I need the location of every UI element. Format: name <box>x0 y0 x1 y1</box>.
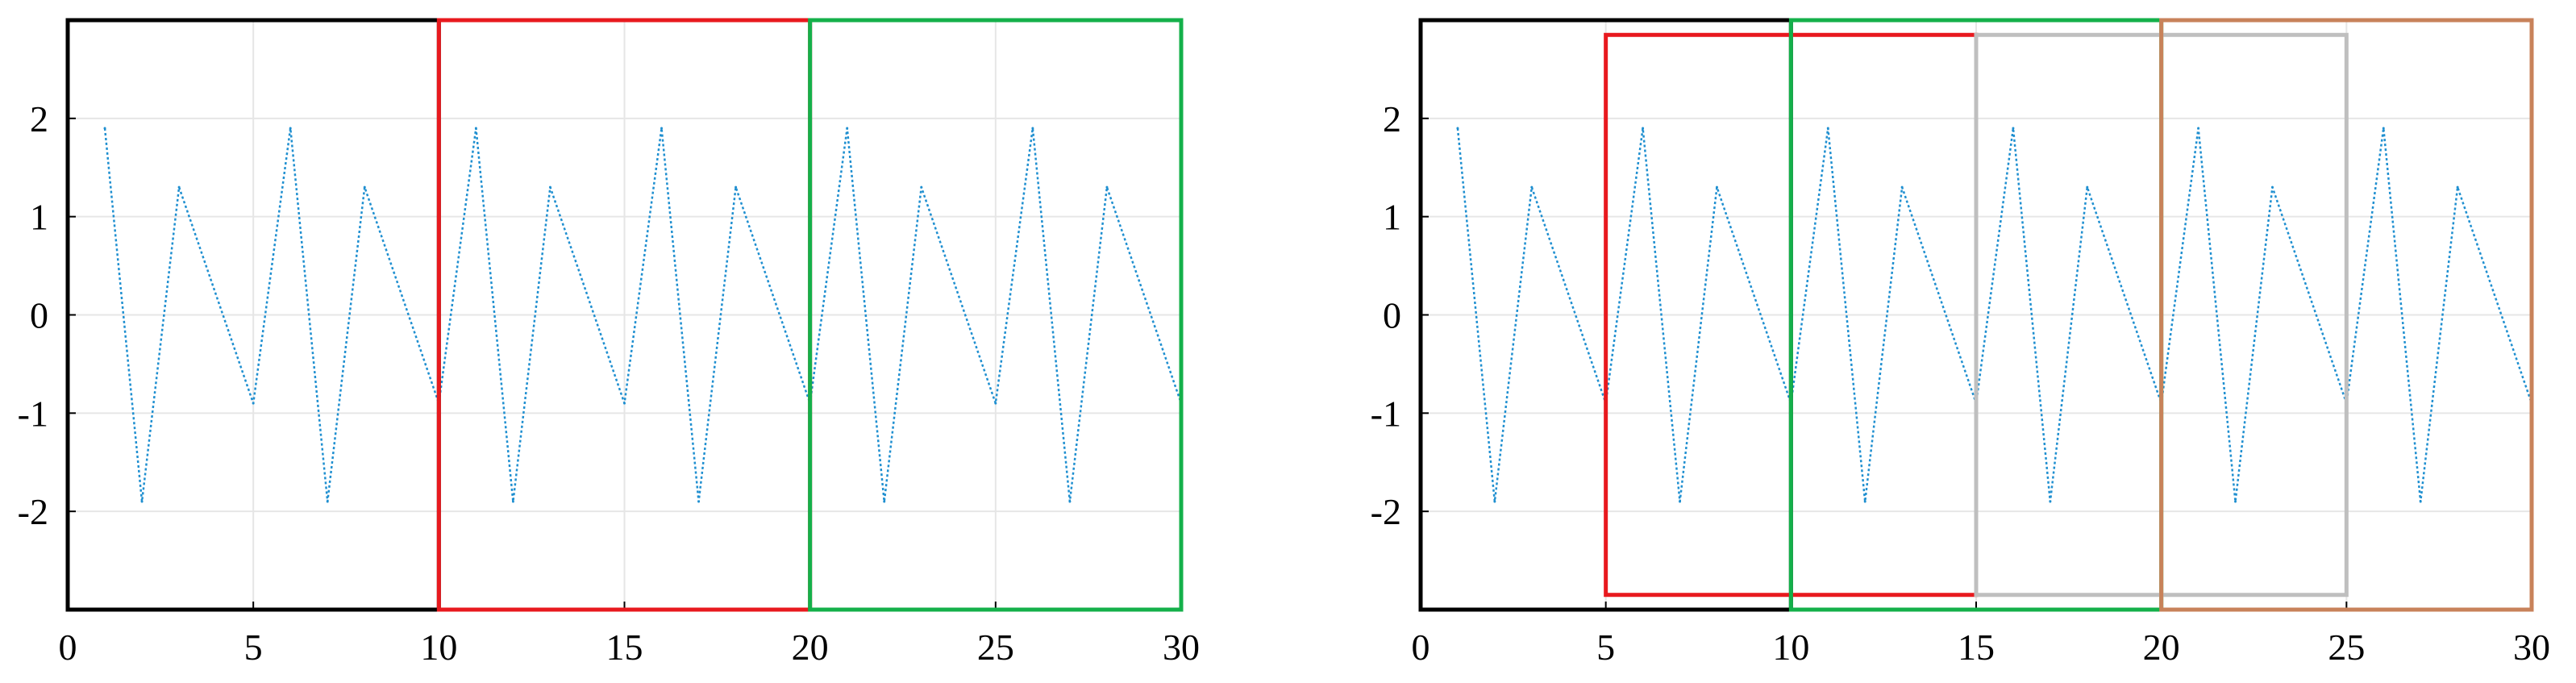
data-point <box>103 127 106 130</box>
x-tick-label: 30 <box>2513 627 2550 668</box>
y-tick-label: 2 <box>30 98 48 140</box>
data-series-line <box>103 127 1183 502</box>
x-tick-label: 5 <box>244 627 263 668</box>
data-point <box>2382 127 2385 130</box>
x-tick-label: 10 <box>1772 627 1809 668</box>
data-point <box>1068 500 1072 503</box>
x-tick-label: 0 <box>59 627 77 668</box>
data-point <box>2419 500 2422 503</box>
data-point <box>1530 185 1534 189</box>
data-point <box>623 402 626 405</box>
window-rect <box>2159 18 2534 612</box>
data-point <box>289 127 292 130</box>
data-point <box>2197 127 2200 130</box>
data-point <box>1900 185 1904 189</box>
x-tick-label: 25 <box>977 627 1014 668</box>
x-tick-label: 20 <box>2143 627 2180 668</box>
data-point <box>2049 500 2052 503</box>
data-point <box>1105 185 1109 189</box>
y-tick-label: 1 <box>1383 197 1401 238</box>
data-point <box>140 500 144 503</box>
data-point <box>252 402 255 405</box>
y-tick-label: -2 <box>1371 491 1401 532</box>
data-point <box>2012 127 2015 130</box>
data-point <box>735 185 738 189</box>
data-point <box>2234 500 2237 503</box>
y-tick-label: 1 <box>30 197 48 238</box>
data-point <box>326 500 329 503</box>
data-point <box>846 127 849 130</box>
data-point <box>2086 185 2089 189</box>
data-point <box>177 185 181 189</box>
data-point <box>2270 185 2274 189</box>
data-point <box>548 185 551 189</box>
y-tick-label: 2 <box>1383 98 1401 140</box>
data-point <box>1826 127 1829 130</box>
data-point <box>883 500 886 503</box>
x-tick-label: 15 <box>606 627 643 668</box>
data-point <box>1456 127 1459 130</box>
data-point <box>2456 185 2459 189</box>
data-point <box>1031 127 1034 130</box>
x-tick-label: 5 <box>1596 627 1615 668</box>
data-point <box>697 500 701 503</box>
x-tick-label: 10 <box>420 627 457 668</box>
y-tick-label: -1 <box>1371 393 1401 434</box>
y-tick-label: 0 <box>30 295 48 336</box>
x-tick-label: 25 <box>2328 627 2365 668</box>
data-point <box>1493 500 1496 503</box>
x-tick-label: 15 <box>1958 627 1995 668</box>
chart-left: 0 5 10 15 20 25 30 -2 -1 0 1 2 <box>18 18 1200 668</box>
chart-right: 0 5 10 15 20 25 30 -2 -1 0 1 2 <box>1371 18 2550 668</box>
data-point <box>994 402 997 405</box>
data-point <box>920 185 923 189</box>
y-tick-label: 0 <box>1383 295 1401 336</box>
x-tick-label: 0 <box>1412 627 1430 668</box>
data-point <box>1715 185 1718 189</box>
x-tick-label: 20 <box>792 627 829 668</box>
y-tick-label: -2 <box>18 491 48 532</box>
data-point <box>474 127 477 130</box>
data-point <box>1679 500 1682 503</box>
data-point <box>1863 500 1866 503</box>
data-point <box>660 127 664 130</box>
y-tick-label: -1 <box>18 393 48 434</box>
x-tick-label: 30 <box>1163 627 1200 668</box>
data-point <box>511 500 514 503</box>
data-point <box>1642 127 1645 130</box>
window-rect <box>808 18 1184 612</box>
data-point <box>363 185 366 189</box>
